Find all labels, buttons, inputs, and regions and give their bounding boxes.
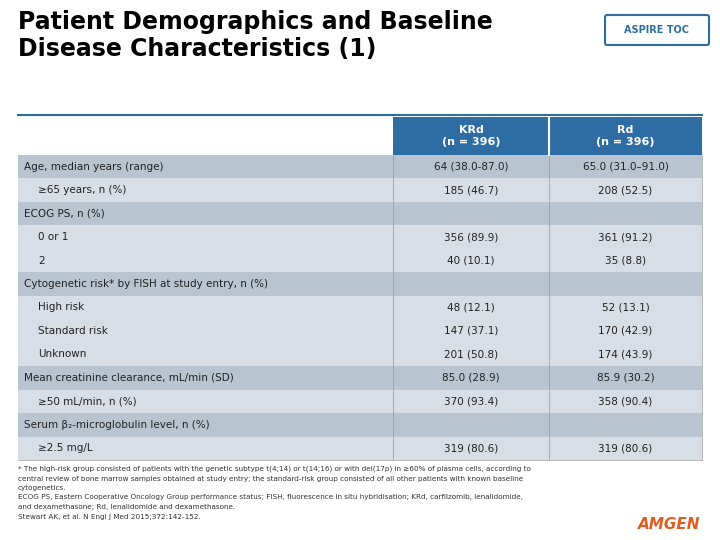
Text: 174 (43.9): 174 (43.9) (598, 349, 653, 360)
Text: ≥65 years, n (%): ≥65 years, n (%) (38, 185, 127, 195)
Text: Serum β₂-microglobulin level, n (%): Serum β₂-microglobulin level, n (%) (24, 420, 210, 430)
Text: 356 (89.9): 356 (89.9) (444, 232, 498, 242)
Text: 208 (52.5): 208 (52.5) (598, 185, 652, 195)
Text: 48 (12.1): 48 (12.1) (447, 302, 495, 313)
Text: Cytogenetic risk* by FISH at study entry, n (%): Cytogenetic risk* by FISH at study entry… (24, 279, 268, 289)
Text: cytogenetics.: cytogenetics. (18, 485, 66, 491)
Text: 64 (38.0-87.0): 64 (38.0-87.0) (433, 162, 508, 172)
Text: 358 (90.4): 358 (90.4) (598, 396, 652, 406)
Bar (18, 272, 702, 296)
Text: High risk: High risk (38, 302, 84, 313)
Text: 2: 2 (38, 255, 45, 266)
Text: Mean creatinine clearance, mL/min (SD): Mean creatinine clearance, mL/min (SD) (24, 373, 234, 383)
Text: 40 (10.1): 40 (10.1) (447, 255, 495, 266)
Text: 370 (93.4): 370 (93.4) (444, 396, 498, 406)
Bar (18, 413, 702, 436)
Text: Age, median years (range): Age, median years (range) (24, 162, 163, 172)
Text: 319 (80.6): 319 (80.6) (598, 443, 652, 453)
Text: 170 (42.9): 170 (42.9) (598, 326, 652, 336)
Text: ≥50 mL/min, n (%): ≥50 mL/min, n (%) (38, 396, 137, 406)
Bar (18, 225, 702, 249)
Text: 52 (13.1): 52 (13.1) (602, 302, 649, 313)
Text: 85.0 (28.9): 85.0 (28.9) (442, 373, 500, 383)
Bar (18, 296, 702, 319)
Text: Stewart AK, et al. N Engl J Med 2015;372:142-152.: Stewart AK, et al. N Engl J Med 2015;372… (18, 514, 201, 519)
Bar (393, 117, 549, 155)
Bar (18, 343, 702, 366)
Text: 147 (37.1): 147 (37.1) (444, 326, 498, 336)
Bar (549, 117, 702, 155)
Text: 361 (91.2): 361 (91.2) (598, 232, 653, 242)
Text: 319 (80.6): 319 (80.6) (444, 443, 498, 453)
Text: Rd
(n = 396): Rd (n = 396) (596, 125, 654, 147)
Text: central review of bone marrow samples obtained at study entry; the standard-risk: central review of bone marrow samples ob… (18, 476, 523, 482)
Text: 0 or 1: 0 or 1 (38, 232, 68, 242)
Bar (18, 202, 702, 225)
Text: Patient Demographics and Baseline
Disease Characteristics (1): Patient Demographics and Baseline Diseas… (18, 10, 492, 61)
Text: 65.0 (31.0–91.0): 65.0 (31.0–91.0) (582, 162, 668, 172)
Text: 35 (8.8): 35 (8.8) (605, 255, 646, 266)
Text: ECOG PS, n (%): ECOG PS, n (%) (24, 208, 104, 219)
FancyBboxPatch shape (605, 15, 709, 45)
Bar (18, 366, 702, 390)
Bar (18, 155, 702, 178)
Text: ECOG PS, Eastern Cooperative Oncology Group performance status; FISH, fluorescen: ECOG PS, Eastern Cooperative Oncology Gr… (18, 495, 523, 501)
Text: Unknown: Unknown (38, 349, 86, 360)
Bar (18, 249, 702, 272)
Bar (18, 319, 702, 343)
Text: ≥2.5 mg/L: ≥2.5 mg/L (38, 443, 93, 453)
Text: AMGEN: AMGEN (637, 517, 700, 532)
Text: ASPIRE TOC: ASPIRE TOC (624, 25, 690, 35)
Text: and dexamethasone; Rd, lenalidomide and dexamethasone.: and dexamethasone; Rd, lenalidomide and … (18, 504, 235, 510)
Text: Standard risk: Standard risk (38, 326, 108, 336)
Bar (18, 178, 702, 202)
Bar (18, 390, 702, 413)
Text: KRd
(n = 396): KRd (n = 396) (442, 125, 500, 147)
Text: 185 (46.7): 185 (46.7) (444, 185, 498, 195)
Text: 201 (50.8): 201 (50.8) (444, 349, 498, 360)
Text: * The high-risk group consisted of patients with the genetic subtype t(4;14) or : * The high-risk group consisted of patie… (18, 466, 531, 472)
Text: 85.9 (30.2): 85.9 (30.2) (597, 373, 654, 383)
Bar (18, 436, 702, 460)
